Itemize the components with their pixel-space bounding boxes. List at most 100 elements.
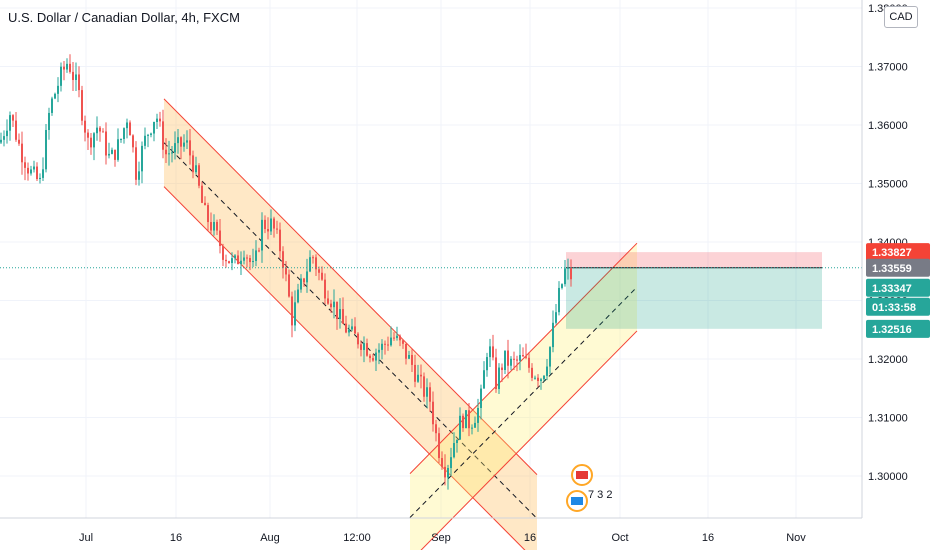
candle-body: [468, 410, 470, 429]
currency-button[interactable]: CAD: [884, 6, 918, 28]
candle-body: [0, 139, 2, 143]
candle-body: [570, 267, 572, 280]
candle-body: [93, 133, 95, 148]
candle-body: [417, 374, 419, 382]
candle-body: [519, 355, 521, 361]
candle-body: [234, 255, 236, 259]
x-tick-label: Nov: [786, 532, 806, 544]
candle-body: [315, 257, 317, 270]
position-tool[interactable]: [566, 252, 822, 329]
candle-body: [15, 120, 17, 140]
candle-body: [381, 343, 383, 350]
candles: [0, 54, 572, 490]
y-axis[interactable]: 1.300001.310001.320001.330001.340001.350…: [861, 0, 930, 518]
candle-body: [198, 165, 200, 186]
candle-body: [114, 149, 116, 160]
candle-body: [339, 309, 341, 320]
candle-body: [207, 205, 209, 223]
ascending-channel-lower: [420, 330, 638, 550]
current-price-badge: [866, 258, 930, 277]
candle-body: [537, 377, 539, 382]
candle-body: [411, 354, 413, 365]
candle-body: [423, 376, 425, 397]
candle-body: [492, 346, 494, 358]
candle-body: [441, 458, 443, 467]
candle-body: [444, 466, 446, 478]
candle-body: [237, 255, 239, 265]
bar-countdown-label: 01:33:58: [872, 302, 916, 314]
candle-body: [282, 251, 284, 268]
candle-body: [462, 415, 464, 429]
candle-body: [243, 257, 245, 261]
candle-body: [240, 260, 242, 265]
candle-body: [513, 358, 515, 360]
candle-body: [150, 133, 152, 135]
candle-body: [231, 258, 233, 264]
candle-body: [363, 343, 365, 350]
candle-body: [216, 221, 218, 231]
candle-body: [306, 271, 308, 283]
candle-body: [69, 63, 71, 72]
candle-body: [429, 387, 431, 402]
candle-body: [453, 443, 455, 458]
candle-body: [369, 355, 371, 359]
candle-body: [153, 121, 155, 134]
candle-body: [270, 218, 272, 232]
descending-channel-fill: [164, 98, 537, 550]
candle-body: [531, 367, 533, 378]
candle-body: [447, 467, 449, 478]
candle-body: [318, 269, 320, 273]
candle-body: [552, 322, 554, 348]
candle-body: [366, 343, 368, 356]
candle-body: [345, 323, 347, 333]
candle-body: [60, 66, 62, 86]
candle-body: [387, 344, 389, 346]
candle-body: [42, 169, 44, 178]
candle-body: [204, 202, 206, 206]
y-tick-label: 1.36000: [868, 120, 908, 132]
candle-body: [534, 377, 536, 379]
ascending-channel-fill: [410, 243, 637, 550]
candle-body: [426, 387, 428, 397]
bar-countdown-badge: [866, 297, 930, 316]
candle-body: [291, 296, 293, 326]
candle-body: [105, 131, 107, 156]
candle-body: [414, 364, 416, 382]
descending-channel-lower: [163, 186, 526, 550]
candle-body: [225, 259, 227, 262]
candle-body: [402, 340, 404, 344]
candle-body: [54, 93, 56, 99]
candle-body: [141, 145, 143, 172]
candle-body: [309, 257, 311, 272]
candle-body: [561, 284, 563, 288]
candle-body: [321, 272, 323, 280]
candle-body: [408, 354, 410, 359]
candle-body: [438, 433, 440, 459]
stop-loss-badge: [866, 243, 930, 262]
x-tick-label: Oct: [611, 532, 628, 544]
candle-body: [288, 274, 290, 297]
stop-loss-label: 1.33827: [872, 247, 912, 259]
candle-body: [483, 370, 485, 389]
candle-body: [489, 346, 491, 358]
candle-body: [267, 229, 269, 232]
take-profit-label: 1.32516: [872, 324, 912, 336]
candle-body: [96, 127, 98, 134]
candle-body: [471, 427, 473, 429]
candle-body: [507, 350, 509, 366]
candle-body: [522, 355, 524, 357]
candle-body: [57, 85, 59, 94]
x-axis[interactable]: Jul 16 Aug 12:00 Sep 16 Oct 16 Nov: [0, 517, 862, 544]
candle-body: [261, 219, 263, 251]
x-tick-label: Sep: [431, 532, 451, 544]
candle-body: [81, 90, 83, 121]
x-tick-label: Jul: [79, 532, 93, 544]
candle-body: [78, 74, 80, 91]
candle-body: [72, 71, 74, 80]
candle-body: [450, 457, 452, 468]
candle-body: [156, 118, 158, 122]
annotations: 7 3 2: [0, 267, 862, 512]
x-tick-label: Aug: [260, 532, 280, 544]
candle-body: [324, 279, 326, 299]
